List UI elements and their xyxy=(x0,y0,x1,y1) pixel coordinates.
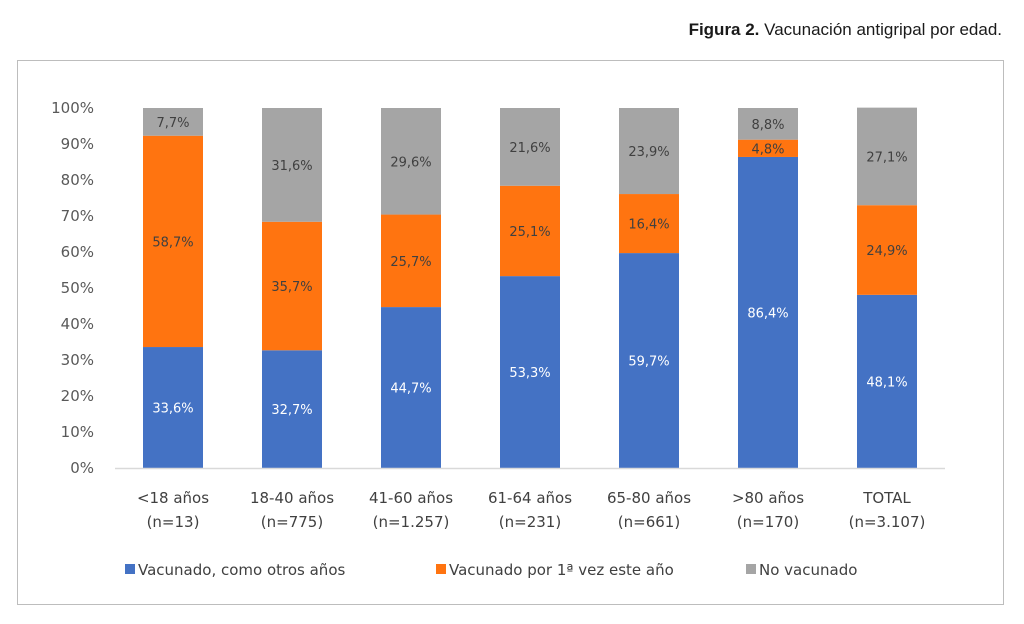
data-label: 25,1% xyxy=(509,225,550,240)
x-tick-label: >80 años xyxy=(732,489,804,507)
bar-stack: 59,7% 16,4% 23,9% xyxy=(619,108,679,468)
bar-stack: 86,4% 4,8% 8,8% xyxy=(738,108,798,468)
x-tick-sublabel: (n=231) xyxy=(499,513,561,531)
bar-segment xyxy=(500,185,560,277)
bar-segment xyxy=(857,205,917,295)
figure-number: Figura 2. xyxy=(688,20,760,39)
y-tick-label: 60% xyxy=(61,243,94,261)
data-label: 27,1% xyxy=(866,150,907,165)
legend-label: Vacunado, como otros años xyxy=(138,561,345,579)
data-label: 16,4% xyxy=(628,218,669,233)
bar-segment xyxy=(381,307,441,468)
y-tick-label: 20% xyxy=(61,387,94,405)
bars: 33,6% 58,7% 7,7% 32,7% 35,7% 31,6% 44,7% 25,7% 2… xyxy=(143,107,917,468)
data-label: 48,1% xyxy=(866,375,907,390)
data-label: 31,6% xyxy=(271,159,312,174)
bar-segment xyxy=(143,108,203,136)
bar-segment xyxy=(738,156,798,468)
y-tick-label: 90% xyxy=(61,135,94,153)
bar-segment xyxy=(143,347,203,468)
y-axis: 0% 10% 20% 30% 40% 50% 60% 70% 80% 90% 100% xyxy=(51,99,94,477)
data-label: 32,7% xyxy=(271,403,312,418)
y-tick-label: 50% xyxy=(61,279,94,297)
bar-segment xyxy=(381,214,441,308)
legend-swatch xyxy=(746,564,756,574)
bar-segment xyxy=(262,221,322,351)
legend: Vacunado, como otros años Vacunado por 1ª… xyxy=(125,561,857,579)
bar-segment xyxy=(738,139,798,157)
x-tick-label: 61-64 años xyxy=(488,489,572,507)
data-label: 23,9% xyxy=(628,145,669,160)
data-label: 58,7% xyxy=(152,235,193,250)
x-axis: <18 años (n=13) 18-40 años (n=775) 41-60 año… xyxy=(137,489,925,531)
data-label: 25,7% xyxy=(390,255,431,270)
legend-swatch xyxy=(125,564,135,574)
data-label: 7,7% xyxy=(156,116,189,131)
x-tick-label: 65-80 años xyxy=(607,489,691,507)
data-label: 4,8% xyxy=(751,142,784,157)
data-label: 8,8% xyxy=(751,118,784,133)
legend-label: No vacunado xyxy=(759,561,857,579)
y-tick-label: 0% xyxy=(70,459,94,477)
figure-title: Vacunación antigripal por edad. xyxy=(759,20,1002,39)
legend-item: Vacunado, como otros años xyxy=(125,561,345,579)
bar-segment xyxy=(500,276,560,468)
bar-segment xyxy=(857,107,917,206)
x-tick-sublabel: (n=775) xyxy=(261,513,323,531)
bar-stack: 44,7% 25,7% 29,6% xyxy=(381,108,441,468)
bar-segment xyxy=(619,108,679,195)
x-tick-label: 41-60 años xyxy=(369,489,453,507)
x-tick-label: TOTAL xyxy=(862,489,911,507)
data-label: 33,6% xyxy=(152,402,193,417)
x-tick-sublabel: (n=661) xyxy=(618,513,680,531)
x-tick-label: <18 años xyxy=(137,489,209,507)
y-tick-label: 100% xyxy=(51,99,94,117)
legend-item: Vacunado por 1ª vez este año xyxy=(436,561,674,579)
x-tick-sublabel: (n=170) xyxy=(737,513,799,531)
bar-segment xyxy=(500,108,560,186)
bar-stack: 48,1% 24,9% 27,1% xyxy=(857,107,917,468)
y-tick-label: 30% xyxy=(61,351,94,369)
bar-segment xyxy=(381,108,441,215)
bar-segment xyxy=(738,108,798,140)
x-tick-sublabel: (n=3.107) xyxy=(849,513,926,531)
legend-item: No vacunado xyxy=(746,561,857,579)
data-label: 29,6% xyxy=(390,155,431,170)
data-label: 86,4% xyxy=(747,306,788,321)
data-label: 21,6% xyxy=(509,141,550,156)
bar-segment xyxy=(857,294,917,468)
y-tick-label: 40% xyxy=(61,315,94,333)
x-tick-label: 18-40 años xyxy=(250,489,334,507)
legend-label: Vacunado por 1ª vez este año xyxy=(449,561,674,579)
bar-stack: 53,3% 25,1% 21,6% xyxy=(500,108,560,468)
bar-segment xyxy=(619,194,679,254)
y-tick-label: 10% xyxy=(61,423,94,441)
bar-segment xyxy=(262,350,322,468)
y-tick-label: 70% xyxy=(61,207,94,225)
bar-segment xyxy=(619,253,679,468)
x-tick-sublabel: (n=13) xyxy=(147,513,200,531)
data-label: 35,7% xyxy=(271,280,312,295)
legend-swatch xyxy=(436,564,446,574)
bar-stack: 33,6% 58,7% 7,7% xyxy=(143,108,203,468)
data-label: 59,7% xyxy=(628,355,669,370)
bar-stack: 32,7% 35,7% 31,6% xyxy=(262,108,322,468)
data-label: 24,9% xyxy=(866,244,907,259)
bar-segment xyxy=(143,135,203,348)
figure-caption: Figura 2. Vacunación antigripal por edad… xyxy=(689,20,1002,40)
data-label: 53,3% xyxy=(509,366,550,381)
bar-segment xyxy=(262,108,322,222)
data-label: 44,7% xyxy=(390,382,431,397)
y-tick-label: 80% xyxy=(61,171,94,189)
x-tick-sublabel: (n=1.257) xyxy=(373,513,450,531)
